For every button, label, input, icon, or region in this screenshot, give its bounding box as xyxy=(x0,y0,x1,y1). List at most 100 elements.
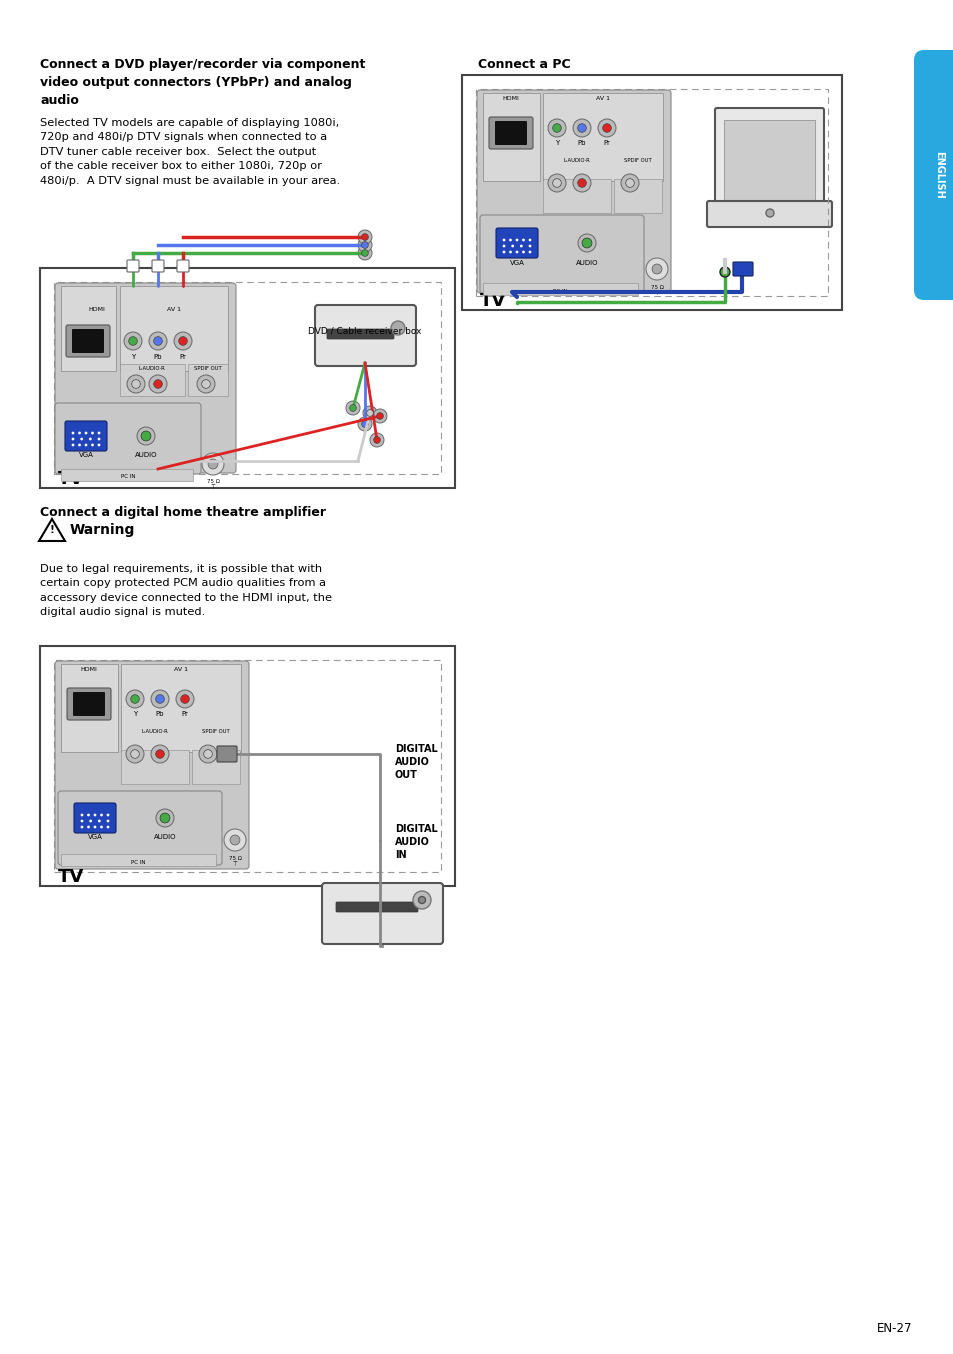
Bar xyxy=(482,283,638,295)
Circle shape xyxy=(155,695,164,703)
Text: Pb: Pb xyxy=(153,353,162,360)
Text: SPDIF OUT: SPDIF OUT xyxy=(202,728,230,734)
Circle shape xyxy=(90,819,92,822)
Text: EN-27: EN-27 xyxy=(876,1322,911,1335)
FancyBboxPatch shape xyxy=(327,329,394,338)
Circle shape xyxy=(153,379,162,389)
Circle shape xyxy=(131,695,139,703)
Text: TV: TV xyxy=(58,868,84,886)
Bar xyxy=(614,179,661,213)
Circle shape xyxy=(160,812,170,823)
Circle shape xyxy=(178,337,187,345)
Text: Connect a digital home theatre amplifier: Connect a digital home theatre amplifier xyxy=(40,506,326,519)
Text: L·AUDIO·R: L·AUDIO·R xyxy=(141,728,168,734)
Circle shape xyxy=(370,433,384,447)
Circle shape xyxy=(373,409,387,422)
Circle shape xyxy=(153,337,162,345)
FancyBboxPatch shape xyxy=(322,883,442,944)
Text: !: ! xyxy=(50,525,54,535)
Bar xyxy=(476,89,827,297)
Circle shape xyxy=(361,234,368,241)
Text: Due to legal requirements, it is possible that with
certain copy protected PCM a: Due to legal requirements, it is possibl… xyxy=(40,565,332,617)
Circle shape xyxy=(374,436,380,443)
Text: DVD / Cable receiver box: DVD / Cable receiver box xyxy=(308,326,421,334)
FancyBboxPatch shape xyxy=(714,108,823,207)
Circle shape xyxy=(149,332,167,349)
Text: Pb: Pb xyxy=(578,139,586,146)
FancyBboxPatch shape xyxy=(335,902,417,913)
Circle shape xyxy=(85,444,88,447)
Circle shape xyxy=(552,123,560,133)
Text: 75 Ω
⊤: 75 Ω ⊤ xyxy=(650,284,662,295)
Circle shape xyxy=(87,814,90,816)
Text: SPDIF OUT: SPDIF OUT xyxy=(623,158,651,162)
FancyBboxPatch shape xyxy=(476,89,670,292)
Text: HDMI: HDMI xyxy=(88,307,105,311)
Text: AUDIO: AUDIO xyxy=(153,834,176,839)
Circle shape xyxy=(71,444,74,447)
Circle shape xyxy=(127,375,145,393)
Text: SPDIF OUT: SPDIF OUT xyxy=(193,366,222,371)
Circle shape xyxy=(573,119,590,137)
Circle shape xyxy=(97,437,100,440)
Circle shape xyxy=(208,459,217,468)
Circle shape xyxy=(175,691,193,708)
Circle shape xyxy=(515,238,517,241)
FancyBboxPatch shape xyxy=(496,227,537,259)
Text: PC IN: PC IN xyxy=(131,860,145,865)
Bar xyxy=(61,468,193,481)
Text: L·AUDIO·R: L·AUDIO·R xyxy=(563,158,590,162)
Text: ENGLISH: ENGLISH xyxy=(933,152,943,199)
Circle shape xyxy=(578,179,586,187)
Circle shape xyxy=(357,246,372,260)
Circle shape xyxy=(578,123,586,133)
Circle shape xyxy=(361,249,368,256)
Text: DIGITAL
AUDIO
IN: DIGITAL AUDIO IN xyxy=(395,825,437,860)
Bar xyxy=(61,854,215,867)
Circle shape xyxy=(230,835,240,845)
Bar xyxy=(482,93,539,181)
Circle shape xyxy=(346,401,359,414)
Circle shape xyxy=(85,432,88,435)
Text: AUDIO: AUDIO xyxy=(134,452,157,458)
Circle shape xyxy=(361,241,368,248)
Circle shape xyxy=(349,405,356,412)
FancyBboxPatch shape xyxy=(152,260,164,272)
Circle shape xyxy=(199,745,216,764)
FancyBboxPatch shape xyxy=(489,116,533,149)
Circle shape xyxy=(625,179,634,187)
FancyBboxPatch shape xyxy=(66,325,110,357)
Bar xyxy=(54,659,440,872)
Circle shape xyxy=(528,250,531,253)
FancyBboxPatch shape xyxy=(74,803,116,833)
Circle shape xyxy=(720,267,729,278)
Circle shape xyxy=(651,264,661,274)
Circle shape xyxy=(131,750,139,758)
Circle shape xyxy=(151,745,169,764)
Text: HDMI: HDMI xyxy=(502,96,518,102)
Circle shape xyxy=(137,427,154,445)
Circle shape xyxy=(78,432,81,435)
Circle shape xyxy=(573,175,590,192)
Circle shape xyxy=(376,413,383,420)
Bar xyxy=(40,646,455,886)
Circle shape xyxy=(502,238,505,241)
Text: Connect a DVD player/recorder via component: Connect a DVD player/recorder via compon… xyxy=(40,58,365,70)
Circle shape xyxy=(581,238,591,248)
Text: AV 1: AV 1 xyxy=(167,307,181,311)
Circle shape xyxy=(602,123,611,133)
Text: Connect a PC: Connect a PC xyxy=(477,58,570,70)
Text: VGA: VGA xyxy=(88,834,102,839)
Circle shape xyxy=(547,175,565,192)
Circle shape xyxy=(413,891,431,909)
Circle shape xyxy=(141,431,151,441)
Circle shape xyxy=(502,245,505,248)
Text: Pr: Pr xyxy=(181,711,189,718)
Circle shape xyxy=(521,238,524,241)
FancyBboxPatch shape xyxy=(127,260,139,272)
Circle shape xyxy=(80,826,83,829)
Circle shape xyxy=(97,432,100,435)
Circle shape xyxy=(97,444,100,447)
Circle shape xyxy=(71,437,74,440)
Circle shape xyxy=(391,321,405,334)
